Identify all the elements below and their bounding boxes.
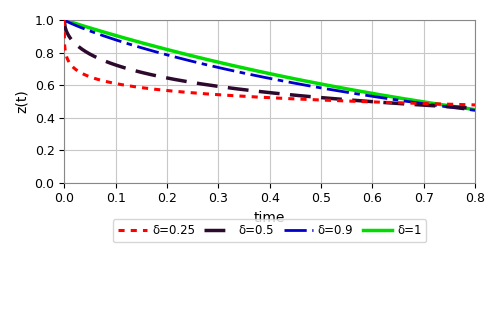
δ=0.9 (284, 80, 290, 84)
δ=0.25 (62, 18, 68, 22)
δ=0.5 (462, 106, 468, 110)
δ=1 (472, 108, 478, 111)
δ=1 (398, 96, 404, 100)
δ=0.9 (259, 75, 265, 79)
δ=0.9 (472, 109, 478, 112)
δ=0.5 (259, 90, 265, 94)
δ=0.9 (398, 98, 404, 102)
Line: δ=1: δ=1 (64, 20, 475, 110)
δ=0.9 (62, 18, 68, 22)
Line: δ=0.25: δ=0.25 (64, 20, 475, 105)
Line: δ=0.5: δ=0.5 (64, 20, 475, 108)
δ=0.5 (62, 18, 68, 22)
δ=0.25 (70, 64, 75, 68)
Line: δ=0.9: δ=0.9 (64, 20, 475, 110)
δ=0.5 (256, 89, 262, 93)
δ=0.25 (72, 66, 78, 70)
X-axis label: time: time (254, 211, 286, 225)
δ=1 (284, 75, 290, 79)
δ=0.5 (306, 95, 312, 98)
δ=0.5 (398, 102, 404, 106)
δ=0.5 (472, 106, 478, 110)
δ=0.25 (85, 74, 91, 78)
δ=0.25 (79, 72, 85, 75)
δ=1 (256, 69, 262, 73)
δ=0.25 (76, 70, 82, 74)
δ=1 (306, 80, 312, 84)
δ=0.9 (306, 84, 312, 88)
δ=0.9 (462, 107, 468, 111)
δ=1 (62, 18, 68, 22)
δ=0.25 (68, 62, 73, 66)
δ=1 (462, 106, 468, 110)
δ=0.5 (284, 92, 290, 96)
δ=0.9 (256, 75, 262, 78)
Legend: δ=0.25, δ=0.5, δ=0.9, δ=1: δ=0.25, δ=0.5, δ=0.9, δ=1 (113, 219, 426, 242)
δ=1 (259, 70, 265, 74)
Y-axis label: z(t): z(t) (15, 89, 29, 113)
δ=0.25 (472, 103, 478, 107)
